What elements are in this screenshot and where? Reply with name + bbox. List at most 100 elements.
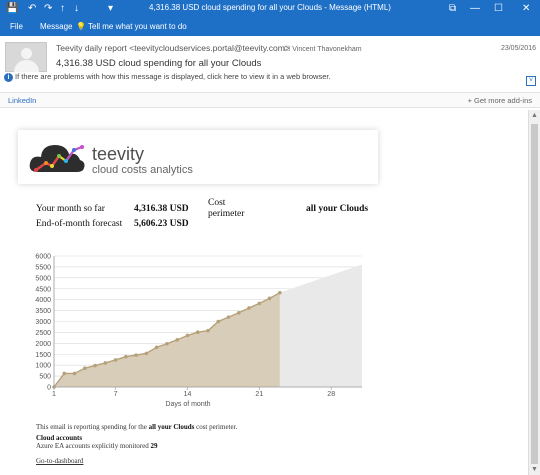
data-point [195,330,200,334]
avatar-head-shape [21,48,32,59]
y-tick-label: 0 [47,385,51,392]
info-bar[interactable]: i If there are problems with how this mes… [4,72,331,82]
data-point [185,333,190,338]
brand-name: teevity [92,144,145,164]
customize-toolbar-icon[interactable]: ▾ [108,3,114,14]
recipient-name[interactable]: Vincent Thavonekham [292,46,362,53]
x-tick-label: 14 [184,391,192,398]
data-point [247,306,251,310]
lightbulb-icon: 💡 [76,22,86,31]
window-title: 4,316.38 USD cloud spending for all your… [149,3,391,12]
y-tick-label: 5500 [35,264,51,271]
data-point [267,296,272,301]
data-point [62,371,67,376]
y-tick-label: 2500 [35,330,51,337]
data-point [206,328,210,333]
cloud-accounts-count: 29 [150,442,158,450]
x-tick-label: 28 [327,391,335,398]
x-tick-label: 21 [255,391,263,398]
brand-tagline: cloud costs analytics [92,164,193,176]
scroll-thumb[interactable] [531,124,538,464]
brand-banner [18,130,378,184]
data-point [237,310,241,315]
y-tick-label: 3000 [35,319,51,326]
cloud-accounts-title: Cloud accounts [36,434,83,442]
y-tick-label: 4500 [35,286,51,293]
sender[interactable]: Teevity daily report <teevitycloudservic… [56,43,290,53]
perimeter-value: all your Clouds [306,204,369,214]
spending-chart: 0 500 1000 1500 2000 2500 3000 3500 4000 4500 5000… [35,254,362,408]
recipient[interactable]: ☐ Vincent Thavonekham [284,45,362,53]
data-point [124,354,128,359]
message-subject: 4,316.38 USD cloud spending for all your… [56,58,262,69]
perimeter-note: This email is reporting spending for the… [36,423,237,431]
perimeter-label-line-2: perimeter [208,209,245,219]
y-tick-label: 3500 [35,308,51,315]
month-value: 4,316.38 USD [134,204,189,214]
tell-me-search[interactable]: Tell me what you want to do [88,22,187,31]
tab-file[interactable]: File [10,22,23,31]
cloud-accounts-line: Azure EA accounts explicitly monitored 2… [36,442,158,450]
month-label: Your month so far [36,204,105,214]
vertical-scrollbar[interactable]: ▲ ▼ [528,110,540,475]
info-text[interactable]: If there are problems with how this mess… [15,72,331,81]
expand-header-icon[interactable]: ˅ [526,76,536,86]
ribbon: File Message 💡 Tell me what you want to … [0,18,540,36]
y-tick-label: 2000 [35,341,51,348]
scroll-down-icon[interactable]: ▼ [531,466,538,473]
data-point [134,353,138,357]
linkedin-addin[interactable]: LinkedIn [8,96,37,105]
x-tick-label: 1 [52,391,56,398]
actual-area [54,292,280,387]
go-to-dashboard-link[interactable]: Go-to-dashboard [36,457,84,465]
perimeter-label-line-1: Cost [208,198,226,208]
restore-ribbon-icon[interactable]: ⧉ [449,3,457,14]
forecast-label: End-of-month forecast [36,219,123,229]
data-point [154,345,159,350]
data-point [113,358,118,362]
tab-message[interactable]: Message [40,22,73,31]
y-tick-label: 6000 [35,254,51,261]
y-tick-label: 500 [39,374,51,381]
message-header [0,36,540,90]
data-point [216,319,221,324]
data-point [72,371,77,376]
down-arrow-icon[interactable]: ↓ [74,3,79,14]
title-bar: 💾 ↶ ↷ ↑ ↓ ▾ 4,316.38 USD cloud spending … [0,0,540,18]
plus-icon: + [467,96,475,105]
data-point [278,290,282,295]
data-point [103,361,108,365]
data-point [93,363,97,368]
data-point [226,315,231,319]
x-axis-title: Days of month [165,401,210,408]
get-more-addins-label: Get more add-ins [474,96,532,105]
data-point [175,338,179,342]
redo-icon[interactable]: ↷ [44,3,53,14]
cloud-logo-icon [29,145,85,172]
data-point [144,351,149,356]
message-date: 23/05/2016 [500,45,536,52]
data-point [257,301,262,306]
y-tick-label: 1000 [35,363,51,370]
up-arrow-icon[interactable]: ↑ [60,3,65,14]
perimeter-note-intro: This email is reporting spending for the [36,423,147,431]
avatar-body-shape [14,60,39,72]
minimize-button[interactable]: — [470,3,480,14]
perimeter-note-end: cost perimeter. [196,423,238,431]
scroll-up-icon[interactable]: ▲ [531,112,538,119]
y-tick-label: 4000 [35,297,51,304]
save-icon[interactable]: 💾 [6,3,19,14]
forecast-value: 5,606.23 USD [134,219,189,229]
get-more-addins-button[interactable]: + Get more add-ins [468,96,532,105]
perimeter-note-bold: all your Clouds [148,423,195,431]
y-tick-label: 1500 [35,352,51,359]
sender-avatar [5,42,47,72]
checkbox-icon: ☐ [284,46,291,53]
cloud-accounts-text: Azure EA accounts explicitly monitored [36,442,149,450]
info-icon: i [4,73,13,82]
addins-bar: LinkedIn + Get more add-ins [0,92,540,108]
close-button[interactable]: ✕ [522,3,531,14]
maximize-button[interactable]: ☐ [494,3,503,14]
undo-icon[interactable]: ↶ [28,3,37,14]
forecast-area [279,264,362,387]
